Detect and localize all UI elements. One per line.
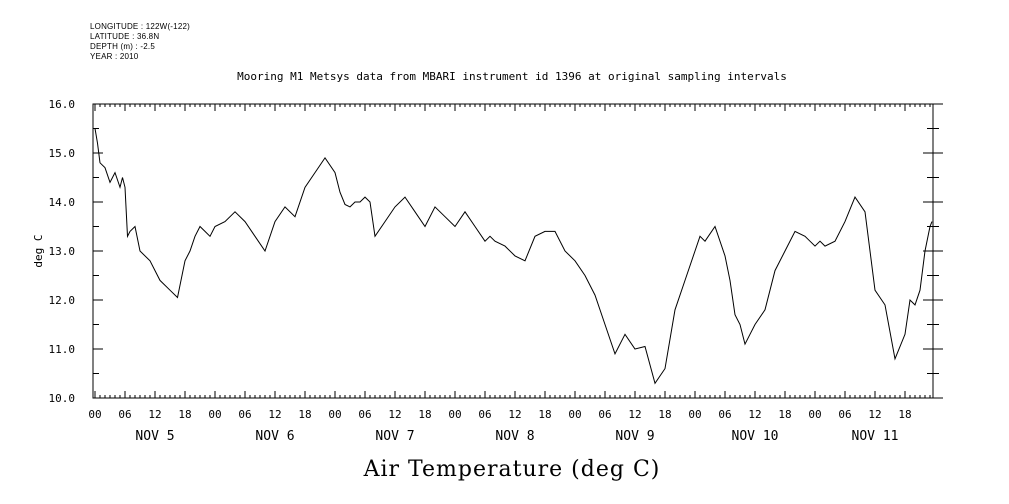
x-tick-label: 00	[88, 408, 101, 421]
x-tick-label: 12	[508, 408, 521, 421]
year-text: YEAR : 2010	[90, 52, 139, 61]
depth-text: DEPTH (m) : -2.5	[90, 42, 155, 51]
x-tick-label: 00	[208, 408, 221, 421]
x-tick-label: 18	[178, 408, 191, 421]
x-tick-label: 06	[478, 408, 491, 421]
x-tick-label: 12	[748, 408, 761, 421]
x-day-label: NOV 8	[495, 429, 534, 444]
x-tick-label: 00	[328, 408, 341, 421]
x-day-label: NOV 5	[135, 429, 174, 444]
x-day-label: NOV 11	[852, 429, 899, 444]
x-tick-label: 00	[688, 408, 701, 421]
y-axis-label: deg C	[32, 234, 45, 267]
y-tick-label: 10.0	[49, 392, 76, 405]
x-tick-label: 18	[418, 408, 431, 421]
plot-frame	[92, 103, 934, 399]
x-tick-label: 00	[568, 408, 581, 421]
x-tick-label: 18	[898, 408, 911, 421]
longitude-text: LONGITUDE : 122W(-122)	[90, 22, 190, 31]
x-tick-label: 06	[238, 408, 251, 421]
x-day-label: NOV 7	[375, 429, 414, 444]
metadata-block: LONGITUDE : 122W(-122) LATITUDE : 36.8N …	[90, 22, 190, 62]
x-tick-label: 12	[388, 408, 401, 421]
x-day-label: NOV 10	[732, 429, 779, 444]
y-tick-label: 16.0	[49, 98, 76, 111]
y-tick-label: 14.0	[49, 196, 76, 209]
x-tick-label: 18	[778, 408, 791, 421]
y-tick-label: 15.0	[49, 147, 76, 160]
x-tick-label: 06	[718, 408, 731, 421]
x-tick-label: 18	[298, 408, 311, 421]
x-tick-label: 12	[868, 408, 881, 421]
x-tick-label: 12	[268, 408, 281, 421]
x-tick-label: 12	[148, 408, 161, 421]
y-tick-label: 12.0	[49, 294, 76, 307]
x-tick-label: 12	[628, 408, 641, 421]
x-tick-label: 06	[598, 408, 611, 421]
x-tick-label: 06	[358, 408, 371, 421]
x-axis-label: Air Temperature (deg C)	[363, 457, 661, 482]
x-tick-label: 00	[808, 408, 821, 421]
y-tick-label: 11.0	[49, 343, 76, 356]
x-day-label: NOV 9	[615, 429, 654, 444]
chart-title: Mooring M1 Metsys data from MBARI instru…	[237, 70, 787, 83]
x-tick-label: 06	[118, 408, 131, 421]
x-tick-label: 18	[538, 408, 551, 421]
x-day-label: NOV 6	[255, 429, 294, 444]
x-tick-label: 06	[838, 408, 851, 421]
y-tick-label: 13.0	[49, 245, 76, 258]
x-tick-label: 00	[448, 408, 461, 421]
axis-tick-labels: 00 06 12 18 00 06 12 18 00 06 12 18 00 06 12 18 00 06 12 18…	[49, 98, 912, 444]
air-temperature-series-line	[94, 128, 933, 385]
latitude-text: LATITUDE : 36.8N	[90, 32, 160, 41]
axis-ticks	[93, 103, 943, 399]
x-tick-label: 18	[658, 408, 671, 421]
